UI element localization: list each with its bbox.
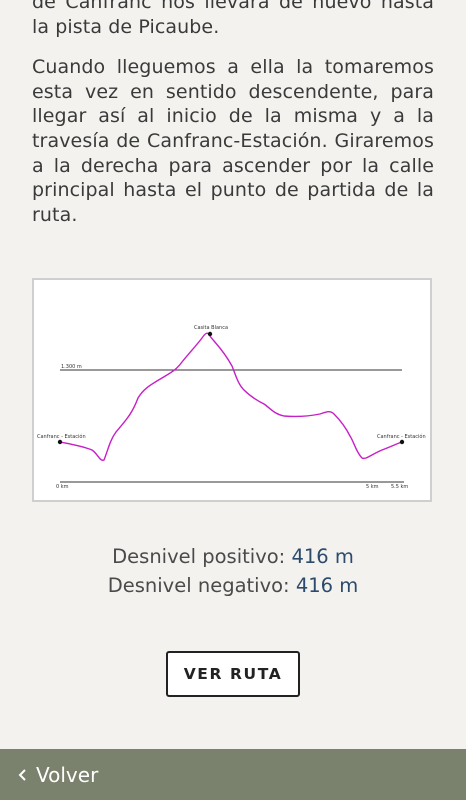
axis-end-label: 5.5 km <box>391 484 408 490</box>
axis-mid-label: 5 km <box>366 484 379 490</box>
elevation-profile-chart: 1.300 m 0 km 5 km 5.5 km Canfranc - Esta… <box>37 325 426 490</box>
peak-point <box>207 331 213 337</box>
negative-elevation: Desnivel negativo: 416 m <box>0 574 466 597</box>
start-point-label: Canfranc - Estación <box>37 433 86 440</box>
negative-elevation-value: 416 m <box>295 574 359 597</box>
elevation-profile: 1.300 m 0 km 5 km 5.5 km Canfranc - Esta… <box>32 278 432 502</box>
positive-elevation: Desnivel positivo: 416 m <box>0 545 466 568</box>
elevation-line <box>59 332 403 461</box>
article-text: de Canfranc nos llevará de nuevo hasta l… <box>32 0 434 227</box>
positive-elevation-value: 416 m <box>291 545 354 568</box>
ver-ruta-button[interactable]: VER RUTA <box>166 651 300 697</box>
back-bar[interactable]: Volver <box>0 749 466 800</box>
peak-point-label: Casita Blanca <box>194 325 228 331</box>
end-point <box>399 439 405 445</box>
start-point <box>57 439 63 445</box>
chevron-left-icon <box>12 768 34 782</box>
axis-start-label: 0 km <box>56 484 69 490</box>
positive-elevation-label: Desnivel positivo: <box>112 545 286 568</box>
altitude-reference-label: 1.300 m <box>61 364 82 370</box>
back-label: Volver <box>36 762 99 787</box>
negative-elevation-label: Desnivel negativo: <box>107 574 290 597</box>
article-paragraph: de Canfranc nos llevará de nuevo hasta l… <box>32 0 434 38</box>
end-point-label: Canfranc - Estación <box>377 433 426 440</box>
article-paragraph: Cuando lleguemos a ella la tomaremos est… <box>32 56 434 226</box>
